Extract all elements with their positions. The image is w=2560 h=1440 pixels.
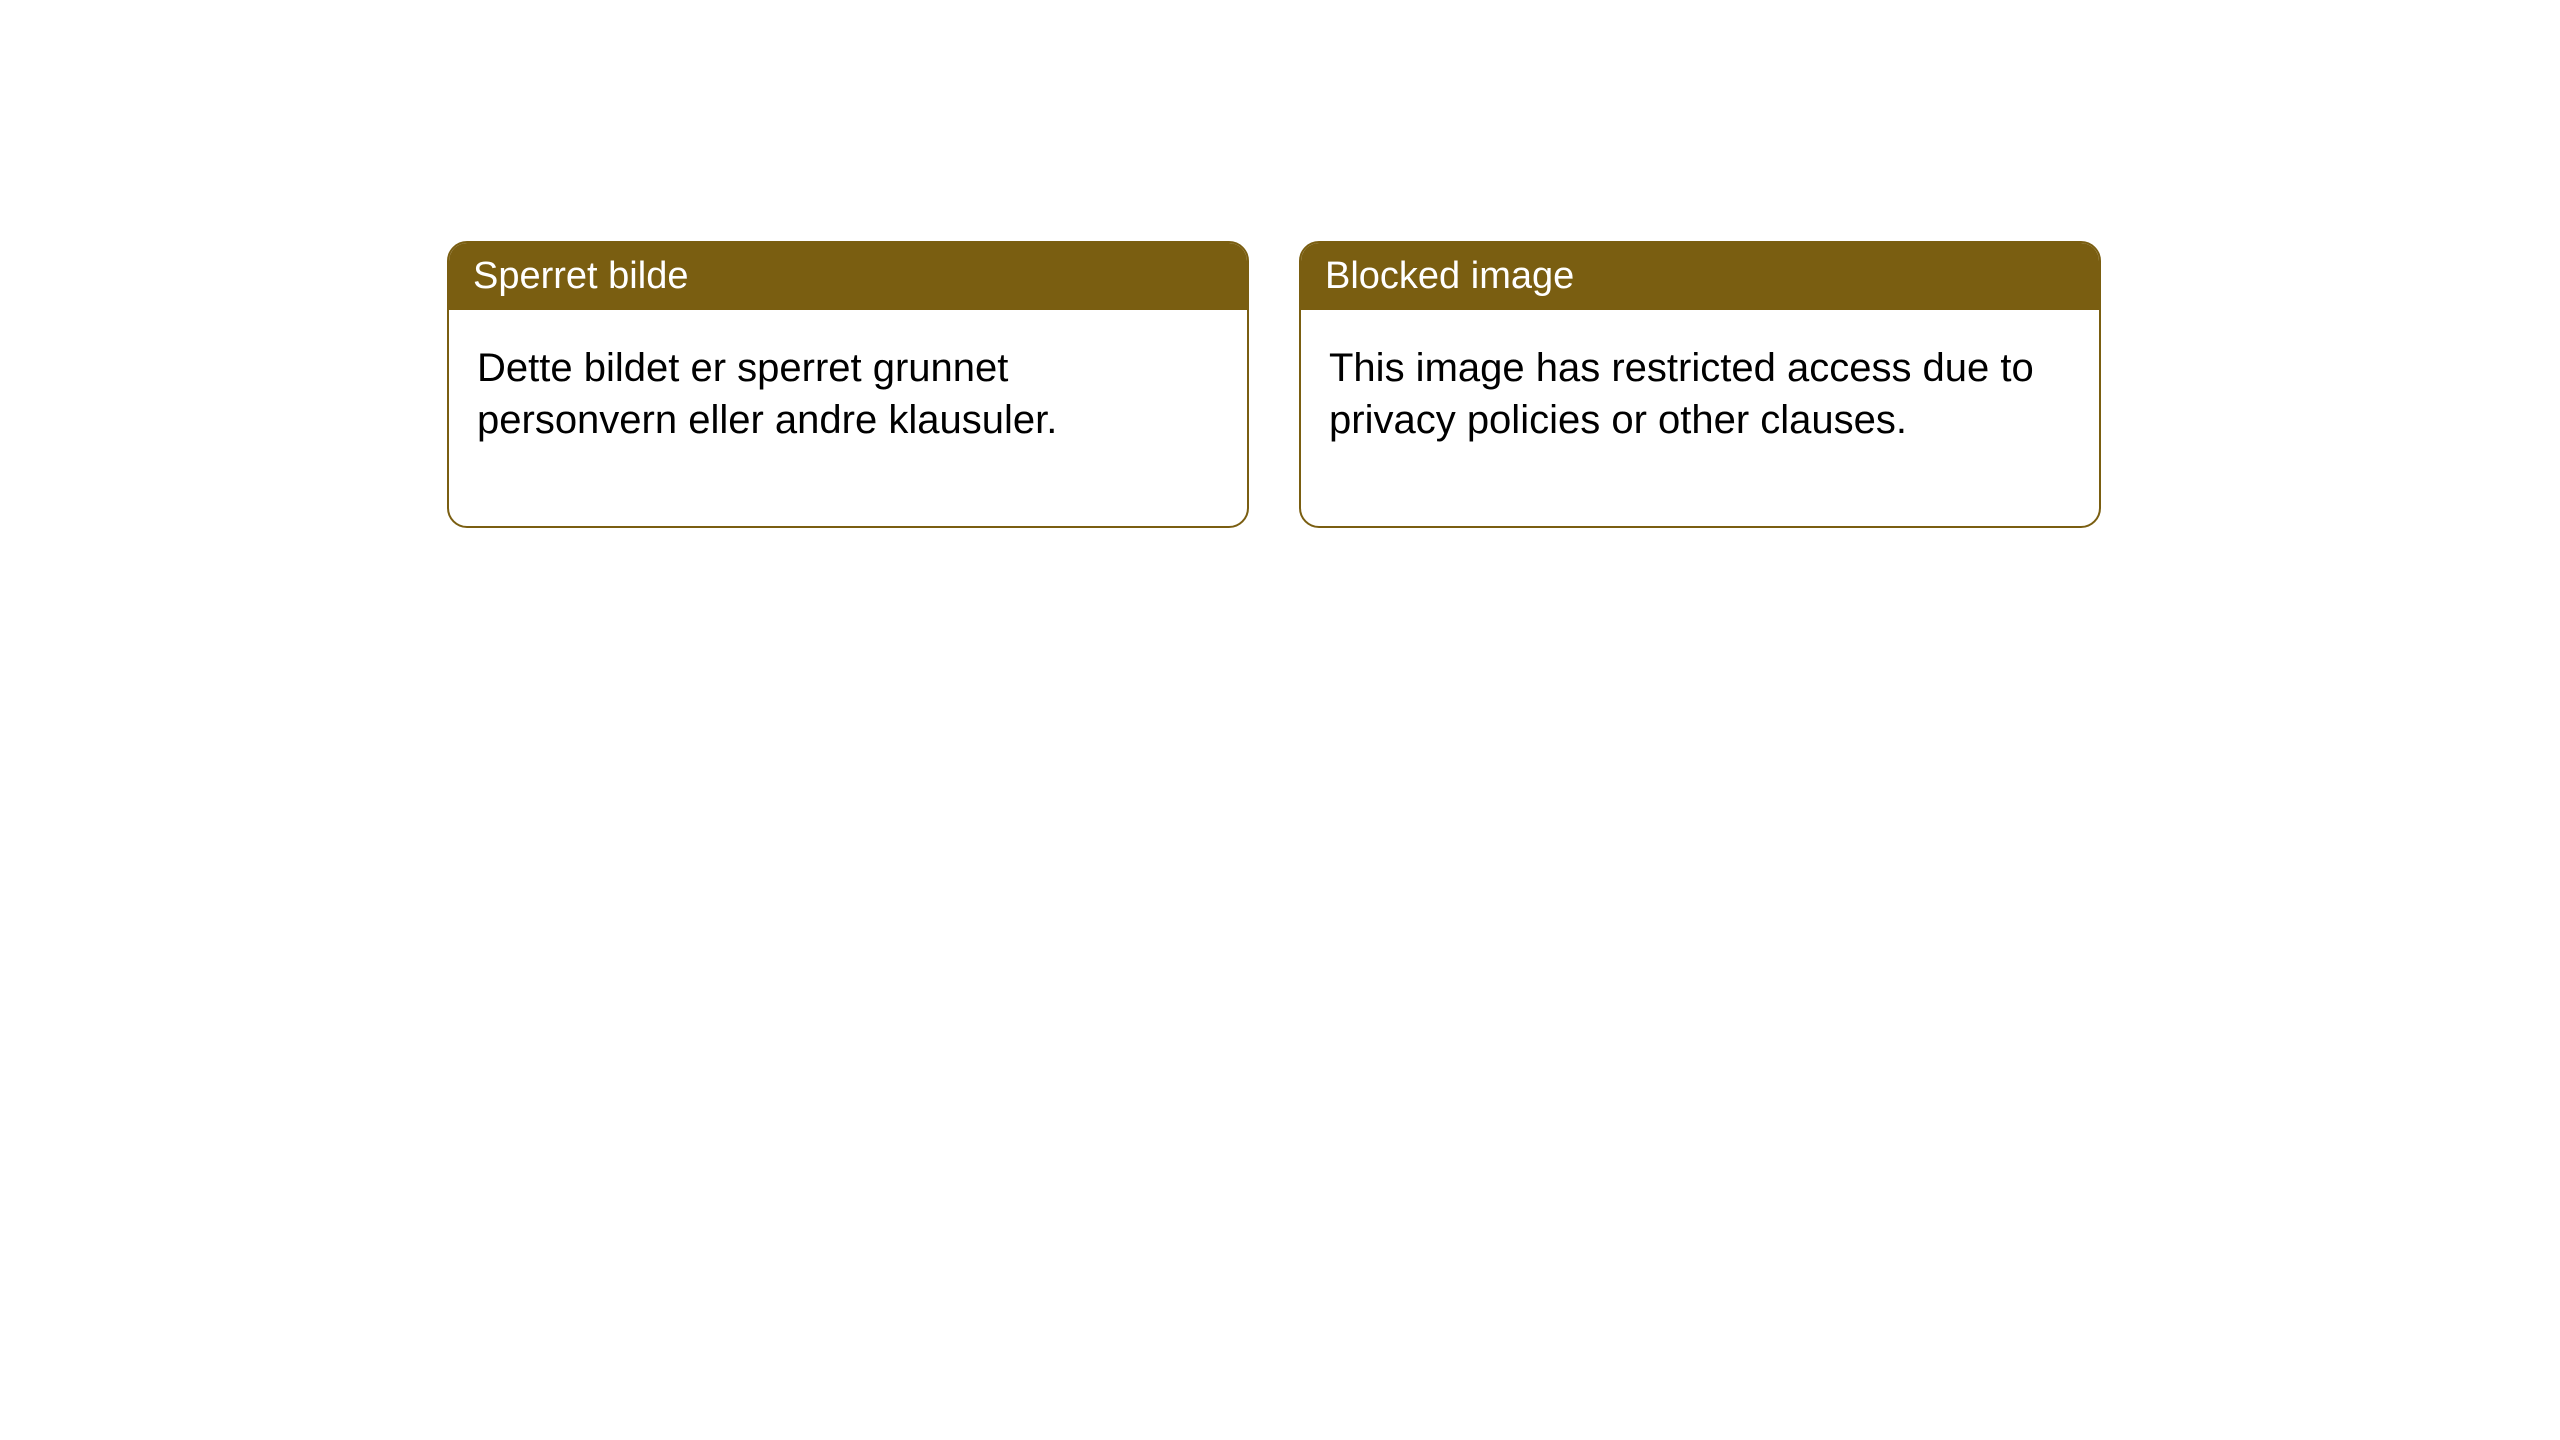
notice-body: This image has restricted access due to … xyxy=(1301,310,2099,526)
notice-card-english: Blocked image This image has restricted … xyxy=(1299,241,2101,528)
notice-body: Dette bildet er sperret grunnet personve… xyxy=(449,310,1247,526)
notice-title: Blocked image xyxy=(1301,243,2099,310)
notice-card-norwegian: Sperret bilde Dette bildet er sperret gr… xyxy=(447,241,1249,528)
notice-title: Sperret bilde xyxy=(449,243,1247,310)
notice-container: Sperret bilde Dette bildet er sperret gr… xyxy=(447,241,2101,528)
